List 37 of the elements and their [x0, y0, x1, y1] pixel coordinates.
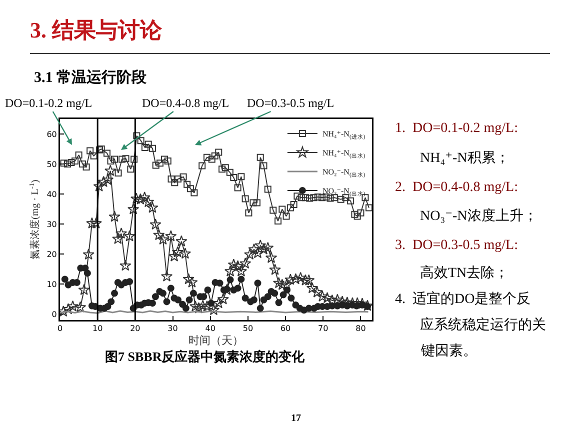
- x-tick-label: 20: [130, 324, 140, 334]
- y-tick-label: 20: [46, 250, 57, 259]
- x-tick-label: 10: [92, 324, 103, 334]
- caption: 图7 SBBR反应器中氮素浓度的变化: [105, 349, 306, 364]
- chart-subtitle: 3.1 常温运行阶段: [34, 69, 148, 86]
- y-tick-label: 60: [46, 130, 57, 139]
- legend-label: NH₄⁺-N$_{(进水)}$: [322, 130, 366, 140]
- x-tick-label: 50: [242, 324, 254, 334]
- text: 17: [291, 413, 301, 424]
- text: 应系统稳定运行的关: [420, 317, 546, 333]
- x-tick-label: 30: [168, 324, 178, 334]
- text: NH₄⁺-N积累；: [420, 151, 510, 166]
- text: 1. DO=0.1-0.2 mg/L:: [395, 121, 518, 136]
- x-tick-label: 80: [356, 324, 366, 334]
- legend-label: NH₄⁺-N$_{(出水)}$: [322, 148, 366, 160]
- legend-label: NO₃⁻-N$_{(出水)}$: [322, 186, 366, 198]
- text: DO=0.1-0.2 mg/L: [5, 96, 92, 110]
- text: NO₃⁻-N浓度上升；: [420, 208, 538, 224]
- legend-label: NO₂⁻-N$_{(出水)}$: [322, 168, 366, 178]
- y-tick-label: 30: [46, 220, 57, 229]
- x-tick-label: 40: [205, 324, 216, 334]
- x-tick-label: 0: [57, 324, 63, 334]
- text: DO=0.4-0.8 mg/L: [142, 96, 230, 110]
- y-tick-label: 10: [46, 280, 57, 289]
- text: 高效TN去除；: [420, 265, 509, 281]
- x-tick-label: 70: [318, 324, 328, 334]
- text: 4. 适宜的DO是整个反: [395, 291, 531, 307]
- text: 3. DO=0.3-0.5 mg/L:: [395, 238, 518, 253]
- y-tick-label: 0: [52, 310, 57, 319]
- x-tick-label: 60: [280, 324, 291, 334]
- chart-title: 3. 结果与讨论: [30, 18, 163, 43]
- y-tick-label: 50: [46, 160, 57, 169]
- y-tick-label: 40: [46, 190, 57, 199]
- x-axis-title: 时间（天）: [188, 334, 244, 348]
- text: DO=0.3-0.5 mg/L: [247, 96, 334, 110]
- text: 键因素。: [420, 343, 477, 359]
- text: 2. DO=0.4-0.8 mg/L:: [395, 180, 518, 195]
